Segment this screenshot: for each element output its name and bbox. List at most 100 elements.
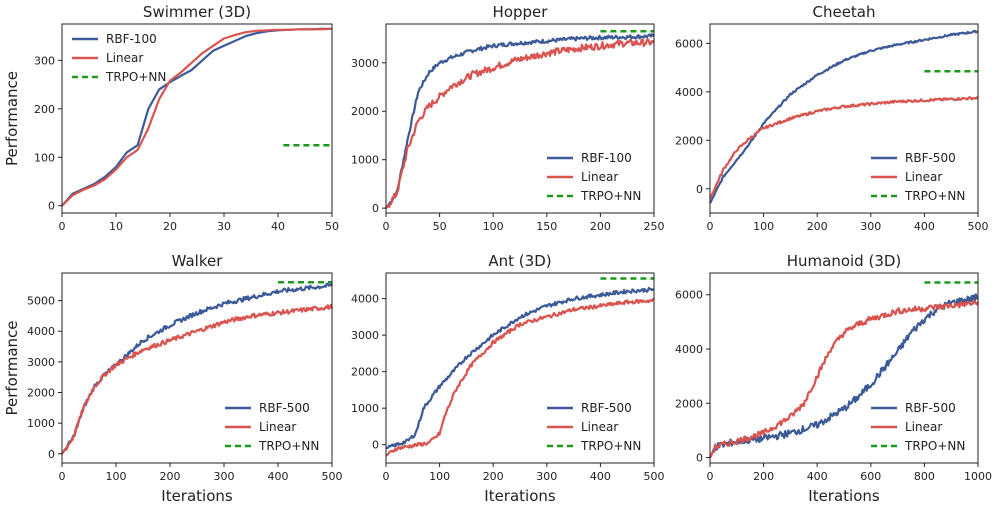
legend-label-linear: Linear [905, 170, 942, 184]
x-tick-label: 1000 [964, 470, 992, 483]
x-tick-label: 200 [753, 470, 774, 483]
x-tick-label: 0 [59, 470, 66, 483]
y-tick-label: 0 [372, 439, 379, 452]
legend-label-trpo-nn: TRPO+NN [904, 439, 965, 453]
series-line-linear [708, 95, 979, 199]
chart-title: Humanoid (3D) [787, 252, 902, 270]
y-tick-label: 0 [696, 452, 703, 465]
y-tick-label: 0 [48, 448, 55, 461]
x-axis-label: Iterations [808, 487, 880, 505]
y-tick-label: 300 [34, 54, 55, 67]
y-tick-label: 1000 [351, 402, 379, 415]
plot-frame [61, 23, 333, 214]
x-tick-label: 50 [325, 220, 339, 233]
x-tick-label: 400 [268, 470, 289, 483]
x-tick-label: 0 [59, 220, 66, 233]
y-tick-label: 2000 [351, 366, 379, 379]
plot-frame [709, 272, 979, 464]
x-axis-label: Iterations [161, 487, 233, 505]
legend: RBF-100 Linear TRPO+NN [72, 32, 166, 84]
x-tick-label: 10 [109, 220, 123, 233]
x-tick-label: 150 [536, 220, 557, 233]
legend: RBF-500 Linear TRPO+NN [225, 401, 319, 453]
y-tick-label: 5000 [27, 295, 55, 308]
y-tick-label: 1000 [27, 417, 55, 430]
x-tick-label: 100 [753, 220, 774, 233]
chart-title: Hopper [493, 3, 549, 21]
x-tick-label: 300 [860, 220, 881, 233]
x-tick-label: 0 [383, 220, 390, 233]
x-tick-label: 200 [483, 470, 504, 483]
legend-label-rbf-500: RBF-500 [905, 401, 956, 415]
legend-label-rbf-100: RBF-100 [106, 32, 157, 46]
y-tick-label: 0 [48, 200, 55, 213]
chart-title: Ant (3D) [488, 252, 551, 270]
plot-frame [61, 272, 333, 464]
chart-walker: 0 100 200 300 400 500010002000300040005000Wal… [3, 252, 343, 505]
y-tick-label: 4000 [675, 86, 703, 99]
y-tick-label: 200 [34, 103, 55, 116]
y-tick-label: 1000 [351, 154, 379, 167]
chart-swimmer-3d: 0 10 20 30 40 50 0 100 200 300 Swimmer (3D) Perform… [3, 3, 339, 233]
x-tick-label: 0 [707, 220, 714, 233]
series-line-rbf-100 [385, 33, 655, 209]
plot-frame [709, 23, 979, 214]
legend-label-trpo-nn: TRPO+NN [580, 189, 641, 203]
x-tick-label: 200 [807, 220, 828, 233]
x-tick-label: 0 [707, 470, 714, 483]
x-tick-label: 600 [860, 470, 881, 483]
legend-label-linear: Linear [106, 51, 143, 65]
chart-humanoid-3d: 0 200 400 600 800 1000 0 2000 4000 6000 Humanoid (… [675, 252, 992, 505]
y-tick-label: 4000 [675, 343, 703, 356]
x-tick-label: 500 [644, 470, 665, 483]
series-line-rbf-100 [61, 27, 332, 207]
x-tick-label: 300 [536, 470, 557, 483]
legend-label-linear: Linear [905, 420, 942, 434]
x-tick-label: 40 [271, 220, 285, 233]
x-tick-label: 200 [160, 470, 181, 483]
legend-label-rbf-500: RBF-500 [581, 401, 632, 415]
x-axis-label: Iterations [484, 487, 556, 505]
x-tick-label: 400 [807, 470, 828, 483]
y-tick-label: 3000 [351, 329, 379, 342]
legend-label-rbf-500: RBF-500 [259, 401, 310, 415]
y-tick-label: 3000 [351, 57, 379, 70]
x-tick-label: 500 [322, 470, 343, 483]
legend: RBF-500 Linear TRPO+NN [871, 151, 965, 203]
plot-frame [385, 272, 655, 464]
legend-label-linear: Linear [259, 420, 296, 434]
y-tick-label: 2000 [675, 134, 703, 147]
series-line-linear [385, 297, 655, 457]
y-tick-label: 3000 [27, 356, 55, 369]
legend-label-rbf-500: RBF-500 [905, 151, 956, 165]
y-tick-label: 4000 [27, 325, 55, 338]
legend: RBF-100 Linear TRPO+NN [547, 151, 641, 203]
y-tick-label: 0 [696, 183, 703, 196]
legend: RBF-500 Linear TRPO+NN [871, 401, 965, 453]
series-line-linear [385, 38, 655, 209]
x-tick-label: 400 [914, 220, 935, 233]
legend-label-trpo-nn: TRPO+NN [904, 189, 965, 203]
y-tick-label: 2000 [27, 387, 55, 400]
plot-frame [385, 23, 655, 214]
legend-label-trpo-nn: TRPO+NN [105, 70, 166, 84]
x-tick-label: 800 [914, 470, 935, 483]
series-line-linear [61, 303, 334, 455]
series-line-rbf-500 [709, 293, 979, 459]
series-line-rbf-500 [385, 286, 655, 450]
legend-label-rbf-100: RBF-100 [581, 151, 632, 165]
x-tick-label: 100 [429, 470, 450, 483]
x-tick-label: 500 [968, 220, 989, 233]
y-tick-label: 6000 [675, 289, 703, 302]
chart-title: Cheetah [812, 3, 875, 21]
y-axis-label: Performance [3, 320, 21, 415]
x-tick-label: 250 [644, 220, 665, 233]
y-tick-label: 2000 [351, 105, 379, 118]
x-tick-label: 30 [217, 220, 231, 233]
x-tick-label: 300 [214, 470, 235, 483]
y-tick-label: 6000 [675, 37, 703, 50]
y-tick-label: 0 [372, 202, 379, 215]
series-line-linear [61, 27, 333, 207]
y-tick-label: 100 [34, 151, 55, 164]
x-tick-label: 200 [590, 220, 611, 233]
